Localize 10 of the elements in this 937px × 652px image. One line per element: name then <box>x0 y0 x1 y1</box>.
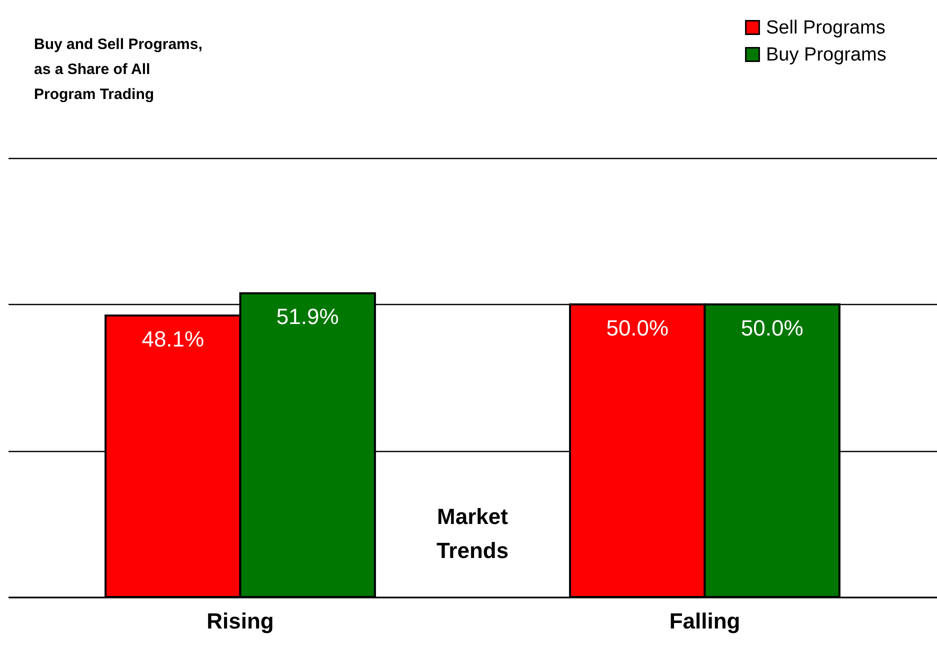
data-label: 48.1% <box>142 326 204 352</box>
data-label: 50.0% <box>606 315 669 340</box>
data-label: 51.9% <box>276 304 339 330</box>
data-label: 50.0% <box>740 315 804 340</box>
legend-label: Buy Programs <box>766 44 886 66</box>
legend-label: Sell Programs <box>766 18 886 38</box>
chart-title: Buy and Sell Programs, as a Share of All Program Trading <box>34 35 204 105</box>
x-tick-label: Rising <box>206 608 274 634</box>
annotation: Market Trends <box>436 504 509 563</box>
x-tick-label: Falling <box>669 608 740 634</box>
